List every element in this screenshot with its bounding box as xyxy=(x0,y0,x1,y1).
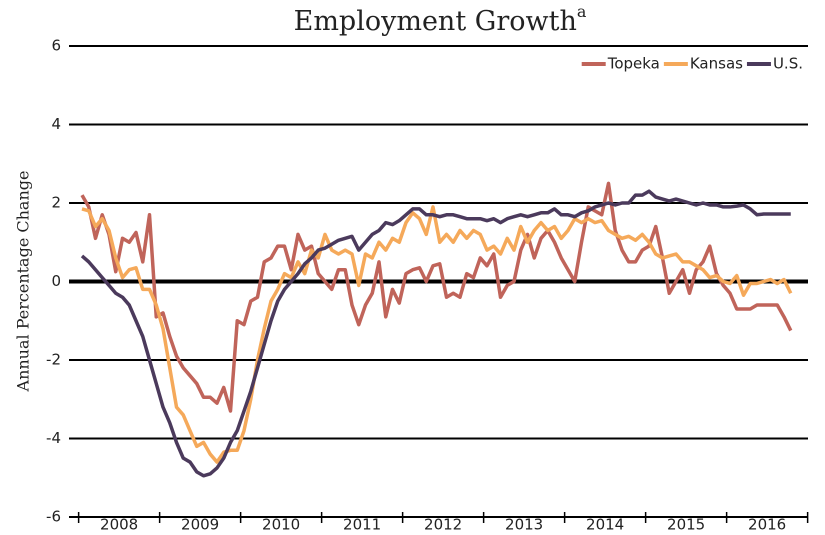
y-tick-label: 2 xyxy=(51,194,61,212)
x-tick-label: 2014 xyxy=(586,516,624,534)
x-tick-label: 2013 xyxy=(505,516,543,534)
legend-label: Kansas xyxy=(690,55,743,73)
series-line xyxy=(80,181,793,413)
x-tick-label: 2009 xyxy=(181,516,219,534)
x-tick-label: 2011 xyxy=(343,516,381,534)
title-superscript: a xyxy=(577,2,587,21)
y-tick-label: -2 xyxy=(46,351,61,369)
legend-label: U.S. xyxy=(773,55,803,73)
series-line xyxy=(80,189,791,478)
y-tick-label: -6 xyxy=(46,508,61,526)
y-tick-label: 4 xyxy=(51,115,61,133)
legend-label: Topeka xyxy=(607,55,660,73)
x-tick-label: 2008 xyxy=(100,516,138,534)
y-axis-label: Annual Percentage Change xyxy=(14,171,33,393)
y-tick-label: -4 xyxy=(46,429,61,447)
x-tick-label: 2016 xyxy=(748,516,786,534)
title-text: Employment Growth xyxy=(294,6,577,37)
x-tick-label: 2010 xyxy=(262,516,300,534)
y-tick-label: 6 xyxy=(51,37,61,55)
x-tick-label: 2015 xyxy=(667,516,705,534)
x-tick-label: 2012 xyxy=(424,516,462,534)
y-tick-label: 0 xyxy=(51,272,61,290)
chart-title: Employment Growtha xyxy=(294,2,587,37)
series-line xyxy=(81,205,793,464)
